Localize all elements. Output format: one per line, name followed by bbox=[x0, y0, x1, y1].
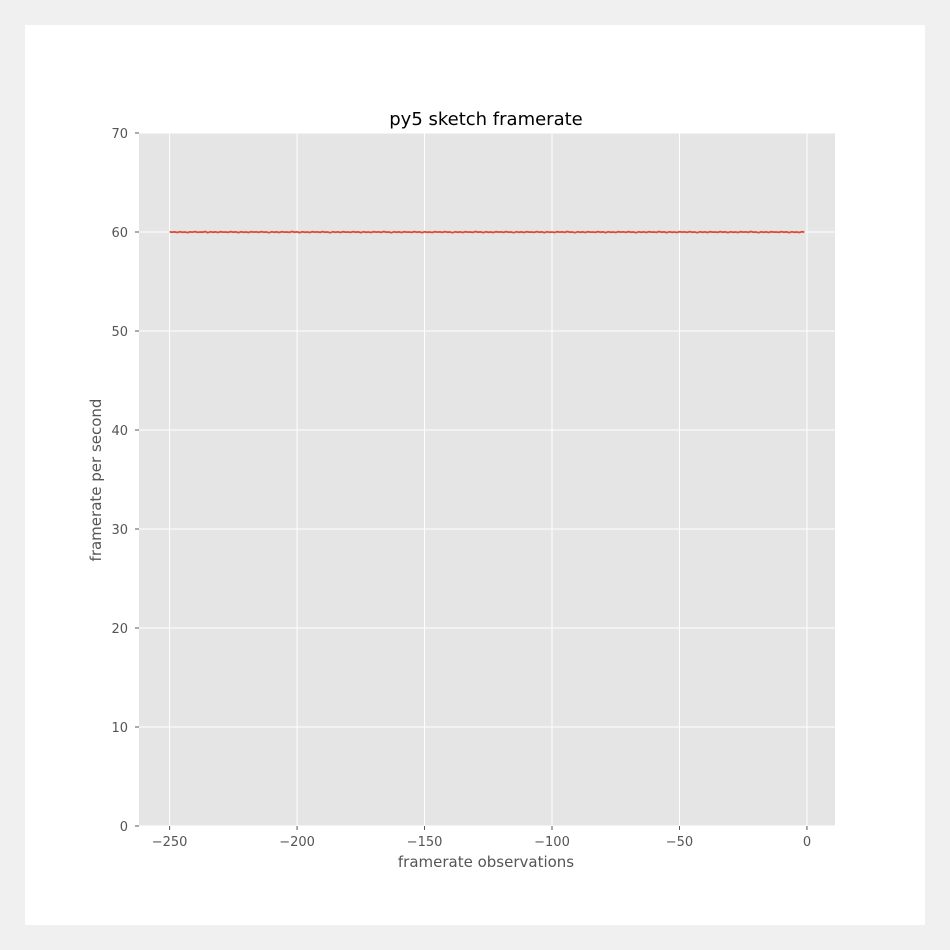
x-tick-label: −250 bbox=[152, 835, 188, 850]
y-tick-label: 40 bbox=[111, 424, 128, 439]
axis-ticks: −250 −200 −150 −100 −50 0 0 10 20 30 40 50 60 70 bbox=[111, 127, 811, 850]
x-tick-label: −150 bbox=[407, 835, 443, 850]
gridlines bbox=[139, 132, 835, 827]
y-tick-label: 20 bbox=[111, 622, 128, 637]
x-tick-label: −200 bbox=[279, 835, 315, 850]
y-tick-label: 50 bbox=[111, 325, 128, 340]
x-tick-label: −100 bbox=[534, 835, 570, 850]
y-tick-label: 30 bbox=[111, 523, 128, 538]
framerate-line bbox=[169, 230, 805, 234]
y-tick-label: 60 bbox=[111, 226, 128, 241]
x-tick-label: 0 bbox=[803, 835, 811, 850]
series-group bbox=[169, 230, 805, 234]
x-tick-label: −50 bbox=[666, 835, 693, 850]
y-tick-label: 0 bbox=[120, 820, 128, 835]
x-axis-label: framerate observations bbox=[398, 853, 574, 871]
chart-title: py5 sketch framerate bbox=[389, 109, 583, 130]
y-tick-label: 70 bbox=[111, 127, 128, 142]
y-axis-label: framerate per second bbox=[87, 399, 105, 562]
y-tick-label: 10 bbox=[111, 721, 128, 736]
plot-area bbox=[139, 133, 835, 826]
